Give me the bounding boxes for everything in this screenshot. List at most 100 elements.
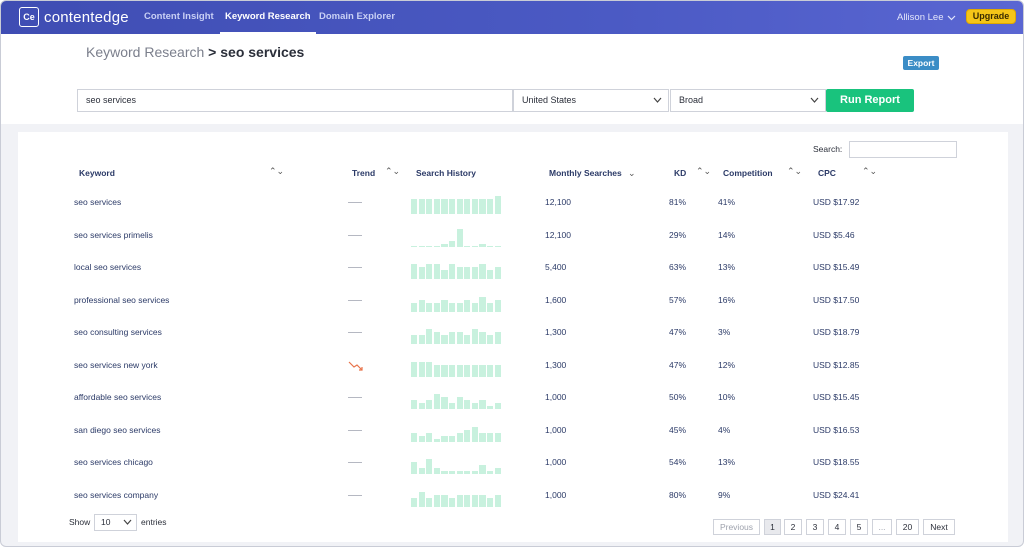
table-search-input[interactable] [849, 141, 957, 158]
pagination-page-4[interactable]: 4 [828, 519, 846, 535]
user-menu[interactable]: Allison Lee [897, 12, 956, 23]
keyword-link[interactable]: seo consulting services [74, 327, 162, 337]
upgrade-button[interactable]: Upgrade [966, 9, 1016, 24]
history-bar [441, 471, 448, 474]
logo-text: contentedge [44, 8, 129, 26]
history-bar [411, 498, 418, 507]
pagination-page-5[interactable]: 5 [850, 519, 868, 535]
keyword-link[interactable]: san diego seo services [74, 425, 161, 435]
keyword-link[interactable]: seo services primelis [74, 230, 153, 240]
history-bar [433, 468, 440, 474]
sort-desc-icon[interactable]: ⌄ [628, 168, 636, 178]
sort-icon[interactable]: ⌃⌄ [862, 166, 878, 176]
sort-icon[interactable]: ⌃⌄ [269, 166, 285, 176]
history-bar [441, 365, 448, 377]
sort-icon[interactable]: ⌃⌄ [385, 166, 401, 176]
monthly-searches-value: 1,300 [545, 327, 567, 337]
competition-value: 9% [718, 490, 731, 500]
pagination-page-1[interactable]: 1 [764, 519, 781, 535]
history-bar [411, 400, 418, 409]
history-bar [464, 430, 471, 442]
run-report-button[interactable]: Run Report [826, 89, 914, 112]
kd-value: 47% [669, 360, 687, 370]
cpc-value: USD $18.79 [813, 327, 860, 337]
monthly-searches-value: 12,100 [545, 197, 571, 207]
keyword-link[interactable]: seo services chicago [74, 457, 153, 467]
history-bar [441, 199, 448, 214]
tab-domain-explorer[interactable]: Domain Explorer [319, 11, 396, 22]
history-bar [456, 332, 463, 344]
keyword-link[interactable]: seo services company [74, 490, 159, 500]
match-type-select[interactable]: Broad [670, 89, 826, 112]
trend-flat-indicator [348, 332, 362, 333]
search-history-sparkbars [411, 454, 503, 474]
column-header-trend[interactable]: Trend [352, 168, 376, 178]
history-bar [471, 303, 478, 312]
entries-label: entries [141, 517, 167, 527]
keyword-link[interactable]: seo services new york [74, 360, 158, 370]
breadcrumb-parent[interactable]: Keyword Research [86, 44, 205, 60]
pagination-page-2[interactable]: 2 [784, 519, 802, 535]
history-bar [464, 471, 471, 474]
column-header-keyword[interactable]: Keyword [79, 168, 115, 178]
history-bar [471, 495, 478, 507]
keyword-link[interactable]: local seo services [74, 262, 142, 272]
history-bar [456, 397, 463, 409]
trend-flat-indicator [348, 462, 362, 463]
history-bar [449, 436, 456, 442]
keyword-link[interactable]: affordable seo services [74, 392, 162, 402]
search-history-sparkbars [411, 194, 503, 214]
column-header-monthly-searches[interactable]: Monthly Searches [549, 168, 622, 178]
history-bar [449, 332, 456, 344]
competition-value: 13% [718, 457, 736, 467]
sort-icon[interactable]: ⌃⌄ [787, 166, 803, 176]
tab-keyword-research[interactable]: Keyword Research [220, 1, 316, 34]
pagination-next[interactable]: Next [923, 519, 955, 535]
history-bar [464, 199, 471, 214]
page-size-value: 10 [101, 517, 111, 527]
history-bar [487, 471, 494, 474]
history-bar [426, 459, 433, 474]
history-bar [471, 329, 478, 344]
cpc-value: USD $17.50 [813, 295, 860, 305]
history-bar [433, 365, 440, 377]
history-bar [418, 335, 425, 344]
keyword-search-input[interactable]: seo services [77, 89, 513, 112]
history-bar [411, 199, 418, 214]
page-size-select[interactable]: 10 [94, 514, 137, 531]
logo[interactable]: Ce contentedge [19, 7, 129, 27]
pagination-page-20[interactable]: 20 [896, 519, 919, 535]
history-bar [433, 303, 440, 312]
trend-flat-indicator [348, 202, 362, 203]
tab-content-insight[interactable]: Content Insight [144, 11, 214, 22]
query-header: Keyword Research > seo services Export s… [1, 34, 1023, 124]
country-select[interactable]: United States [513, 89, 669, 112]
history-bar [479, 297, 486, 312]
history-bar [449, 498, 456, 507]
column-header-cpc[interactable]: CPC [818, 168, 836, 178]
history-bar [479, 332, 486, 344]
history-bar [426, 400, 433, 409]
keyword-link[interactable]: seo services [74, 197, 122, 207]
breadcrumb-current: seo services [220, 44, 305, 60]
kd-value: 81% [669, 197, 687, 207]
column-header-kd[interactable]: KD [674, 168, 687, 178]
keyword-link[interactable]: professional seo services [74, 295, 170, 305]
pagination-ellipsis: ... [872, 519, 892, 535]
column-header-competition[interactable]: Competition [723, 168, 773, 178]
history-bar [479, 465, 486, 474]
competition-value: 16% [718, 295, 736, 305]
pagination-previous[interactable]: Previous [713, 519, 760, 535]
search-history-sparkbars [411, 357, 503, 377]
competition-value: 10% [718, 392, 736, 402]
history-bar [418, 468, 425, 474]
sort-icon[interactable]: ⌃⌄ [696, 166, 712, 176]
history-bar [464, 267, 471, 279]
history-bar [456, 433, 463, 442]
export-button[interactable]: Export [903, 56, 939, 70]
history-bar [426, 329, 433, 344]
history-bar [464, 365, 471, 377]
pagination-page-3[interactable]: 3 [806, 519, 824, 535]
kd-value: 80% [669, 490, 687, 500]
